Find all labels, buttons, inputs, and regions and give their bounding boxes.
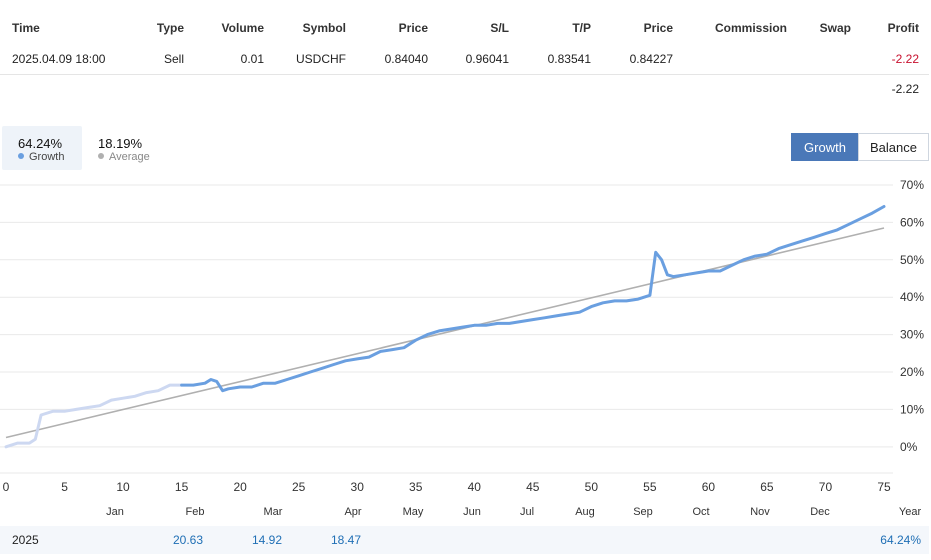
cell-price-open: 0.84040 [384,52,428,66]
growth-toggle-button[interactable]: Growth [791,133,859,161]
x-tick-label: 20 [233,480,247,494]
cell-price-close: 0.84227 [629,52,673,66]
y-tick-label: 60% [900,215,924,229]
y-tick-label: 0% [900,440,918,454]
x-tick-label: 50 [585,480,599,494]
average-legend[interactable]: Average [98,151,150,163]
col-sl: S/L [490,21,509,35]
monthly-return-cell: 18.47 [330,533,361,547]
x-tick-label: 10 [116,480,130,494]
month-label: Year [899,506,922,518]
cell-volume: 0.01 [240,52,264,66]
col-tp: T/P [572,21,591,35]
growth-series-line [180,205,886,393]
month-label: Jun [463,506,481,518]
total-row: -2.22 [0,74,931,104]
average-value: 18.19% [98,136,143,151]
cell-tp: 0.83541 [547,52,591,66]
col-commission: Commission [714,21,787,35]
y-tick-label: 20% [900,365,924,379]
month-label: Oct [692,506,709,518]
x-tick-label: 25 [292,480,306,494]
month-label: Sep [633,506,653,518]
growth-legend: Growth [18,151,64,163]
x-tick-label: 15 [175,480,189,494]
y-axis-ticks: 70% 60% 50% 40% 30% 20% 10% 0% [900,178,924,454]
cell-profit: -2.22 [891,52,919,66]
y-tick-label: 40% [900,290,924,304]
col-volume: Volume [221,21,264,35]
growth-chart: 70% 60% 50% 40% 30% 20% 10% 0% 0 5 10 15 20 25 30 35 40… [0,178,924,518]
table-row: 2025.04.09 18:00 Sell 0.01 USDCHF 0.8404… [0,44,931,74]
x-axis-ticks: 0 5 10 15 20 25 30 35 40 45 50 55 60 65 70 75 [3,480,891,494]
cell-symbol: USDCHF [296,52,346,66]
col-price-open: Price [398,21,428,35]
growth-summary-tab[interactable] [2,126,82,170]
month-label: Mar [264,506,283,518]
x-tick-label: 55 [643,480,657,494]
growth-dot-icon [18,153,24,160]
cell-time: 2025.04.09 18:00 [12,52,106,66]
row-divider [0,74,929,75]
col-swap: Swap [819,21,851,35]
month-label: Aug [575,506,595,518]
x-tick-label: 30 [351,480,365,494]
monthly-return-cell: 14.92 [251,533,282,547]
col-type: Type [156,21,184,35]
month-label: Jul [520,506,534,518]
average-legend-label: Average [109,151,150,163]
month-labels: Jan Feb Mar Apr May Jun Jul Aug Sep Oct Nov Dec Year [106,506,921,518]
cell-sl: 0.96041 [465,52,509,66]
col-time: Time [12,21,40,35]
month-label: Nov [750,506,770,518]
col-price-close: Price [643,21,673,35]
x-tick-label: 75 [877,480,891,494]
monthly-return-cell: 20.63 [172,533,203,547]
month-label: May [403,506,424,518]
growth-value: 64.24% [18,136,63,151]
year-total: 64.24% [880,533,921,547]
balance-toggle-button[interactable]: Balance [858,133,929,161]
y-tick-label: 70% [900,178,924,192]
month-label: Feb [186,506,205,518]
x-tick-label: 70 [819,480,833,494]
col-symbol: Symbol [302,21,346,35]
chart-lines [4,205,886,449]
x-tick-label: 45 [526,480,540,494]
growth-legend-label: Growth [29,151,65,163]
x-tick-label: 60 [702,480,716,494]
year-returns-row: 2025 20.63 14.92 18.47 64.24% [0,526,929,554]
x-tick-label: 35 [409,480,423,494]
y-tick-label: 30% [900,328,924,342]
month-label: Dec [810,506,830,518]
x-tick-label: 0 [3,480,10,494]
growth-series-line-early [4,383,184,449]
y-tick-label: 50% [900,253,924,267]
total-profit: -2.22 [891,82,919,96]
table-header-row: Time Type Volume Symbol Price S/L T/P Pr… [0,13,931,43]
x-tick-label: 40 [468,480,482,494]
col-profit: Profit [887,21,919,35]
average-dot-icon [98,153,104,160]
cell-type: Sell [163,52,184,66]
month-label: Apr [344,506,361,518]
y-tick-label: 10% [900,402,924,416]
month-label: Jan [106,506,124,518]
year-label: 2025 [12,533,39,547]
x-tick-label: 5 [61,480,68,494]
x-tick-label: 65 [760,480,774,494]
